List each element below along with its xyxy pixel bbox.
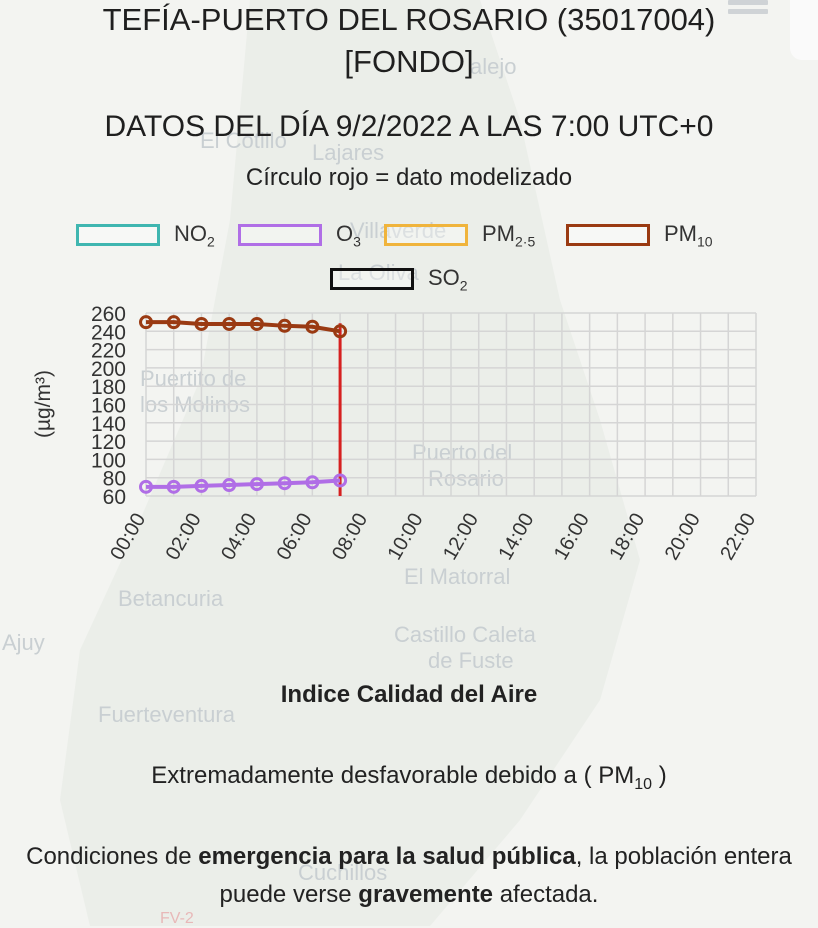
- map-label: Lajares: [312, 140, 385, 165]
- legend-swatch: [384, 224, 468, 246]
- legend-pm10[interactable]: PM10: [566, 221, 713, 249]
- y-tick-label: 80: [103, 468, 126, 491]
- data-point-pm10: [166, 315, 181, 330]
- y-tick-label: 180: [91, 376, 126, 399]
- legend-label: SO2: [428, 264, 468, 294]
- map-label: El Cotillo: [200, 128, 287, 153]
- menu-icon[interactable]: [728, 0, 768, 20]
- y-tick-label: 240: [91, 321, 126, 344]
- y-tick-label: 220: [91, 340, 126, 363]
- data-point-pm10: [222, 316, 237, 331]
- y-tick-label: 140: [91, 413, 126, 436]
- x-tick-label: 18:00: [605, 510, 649, 564]
- legend-o3[interactable]: O3: [238, 221, 361, 249]
- y-tick-label: 160: [91, 395, 126, 418]
- map-label: Rosario: [428, 466, 504, 491]
- data-point-pm10: [333, 324, 348, 339]
- x-tick-label: 20:00: [661, 510, 705, 564]
- map-label: El Matorral: [404, 564, 511, 589]
- map-label: Castillo Caleta: [394, 622, 536, 647]
- aqi-title: Indice Calidad del Aire: [280, 681, 538, 708]
- x-tick-label: 14:00: [494, 510, 538, 564]
- aqi-status: Extremadamente desfavorable debido a ( P…: [151, 762, 667, 793]
- data-point-o3: [139, 479, 153, 494]
- date-heading: DATOS DEL DÍA 9/2/2022 A LAS 7:00 UTC+0: [104, 110, 714, 143]
- x-tick-label: 00:00: [106, 510, 150, 564]
- legend-swatch: [76, 224, 160, 246]
- legend-label: NO2: [174, 220, 215, 250]
- x-tick-label: 10:00: [384, 510, 428, 564]
- data-point-pm10: [305, 319, 320, 334]
- health-advice: Condiciones de emergencia para la salud …: [26, 843, 792, 908]
- legend-label: PM10: [664, 220, 713, 250]
- legend-label: PM2·5: [482, 220, 536, 250]
- y-tick-label: 260: [91, 303, 126, 326]
- data-point-o3: [277, 476, 292, 491]
- map-label: La Oliva: [338, 260, 419, 285]
- x-tick-label: 04:00: [217, 510, 261, 564]
- data-point-o3: [166, 479, 181, 494]
- map-label: Betancuria: [118, 586, 224, 611]
- legend-swatch: [566, 224, 650, 246]
- data-point-o3: [305, 475, 320, 490]
- legend-label: O3: [336, 220, 361, 250]
- station-title: TEFÍA-PUERTO DEL ROSARIO (35017004): [102, 2, 716, 37]
- data-point-pm10: [249, 316, 264, 331]
- data-point-o3: [333, 473, 348, 488]
- map-label: Villaverde: [350, 218, 447, 243]
- data-point-o3: [222, 478, 237, 493]
- legend-swatch: [330, 268, 414, 290]
- legend-so2[interactable]: SO2: [330, 265, 468, 293]
- x-tick-label: 02:00: [162, 510, 206, 564]
- y-tick-label: 60: [103, 486, 126, 509]
- map-label: Fuerteventura: [98, 702, 235, 727]
- map-label: de Fuste: [428, 648, 514, 673]
- x-tick-label: 22:00: [716, 510, 760, 564]
- legend-pm25[interactable]: PM2·5: [384, 221, 535, 249]
- data-point-pm10: [194, 316, 209, 331]
- map-label: Ajuy: [2, 630, 45, 655]
- map-label: FV-2: [160, 910, 194, 927]
- y-tick-label: 200: [91, 358, 126, 381]
- x-tick-label: 08:00: [328, 510, 372, 564]
- legend-swatch: [238, 224, 322, 246]
- panel-corner: [790, 0, 818, 60]
- map-label: Cuchillos: [298, 860, 388, 885]
- map-label: Puerto del: [412, 440, 513, 465]
- station-type: [FONDO]: [344, 44, 474, 79]
- map-label: alejo: [470, 54, 517, 79]
- legend-no2[interactable]: NO2: [76, 221, 215, 249]
- data-point-pm10: [139, 315, 153, 330]
- data-point-o3: [194, 478, 209, 493]
- data-point-o3: [249, 477, 264, 492]
- y-axis-label: (µg/m³): [32, 370, 55, 438]
- data-point-pm10: [277, 318, 292, 333]
- x-tick-label: 12:00: [439, 510, 483, 564]
- x-tick-label: 16:00: [550, 510, 594, 564]
- modeled-note: Círculo rojo = dato modelizado: [245, 164, 573, 191]
- y-tick-label: 120: [91, 431, 126, 454]
- y-tick-label: 100: [91, 449, 126, 472]
- x-tick-label: 06:00: [273, 510, 317, 564]
